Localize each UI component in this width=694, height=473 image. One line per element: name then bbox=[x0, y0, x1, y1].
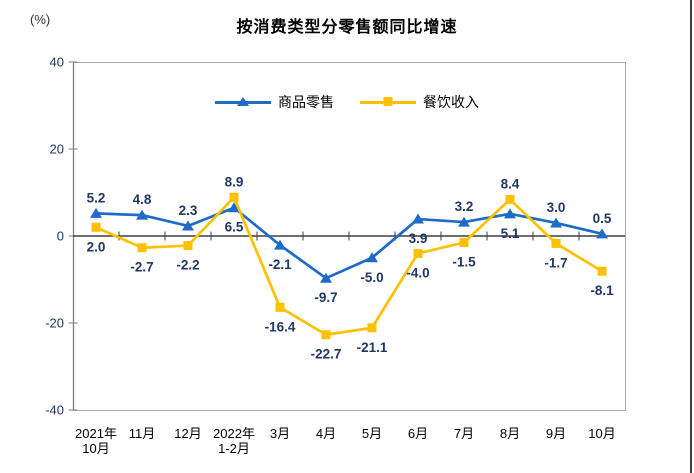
data-point-marker-square bbox=[597, 266, 607, 276]
data-label: -1.5 bbox=[452, 255, 476, 270]
data-point-marker-triangle bbox=[596, 228, 608, 239]
x-axis-label: 12月 bbox=[174, 426, 201, 441]
x-axis-label: 2022年 bbox=[213, 426, 255, 441]
legend-square-marker-icon bbox=[383, 97, 393, 106]
x-axis-label: 6月 bbox=[408, 426, 428, 441]
data-point-marker-square bbox=[321, 330, 331, 340]
x-axis-label: 7月 bbox=[454, 426, 474, 441]
data-label: 3.0 bbox=[547, 200, 566, 215]
x-axis-label: 9月 bbox=[546, 426, 566, 441]
data-label: -2.2 bbox=[176, 258, 199, 273]
data-label: -8.1 bbox=[590, 283, 614, 298]
y-axis-tick-label: 20 bbox=[50, 142, 64, 157]
data-point-marker-triangle bbox=[458, 216, 470, 227]
data-point-marker-square bbox=[459, 238, 469, 248]
data-label: -5.0 bbox=[360, 270, 383, 285]
series-line-1 bbox=[94, 195, 604, 337]
x-axis-label: 10月 bbox=[588, 426, 615, 441]
legend-item-0: 商品零售 bbox=[215, 92, 334, 112]
data-point-marker-square bbox=[413, 248, 423, 258]
y-axis-tick-label: 40 bbox=[50, 55, 64, 70]
x-axis-label: 4月 bbox=[316, 426, 336, 441]
chart-title: 按消费类型分零售额同比增速 bbox=[236, 19, 458, 36]
x-axis-label: 11月 bbox=[129, 426, 156, 441]
data-label: 8.4 bbox=[501, 176, 520, 191]
data-label: 0.5 bbox=[593, 211, 612, 226]
legend-triangle-marker-icon bbox=[237, 97, 249, 106]
y-axis-unit-label: (%) bbox=[30, 12, 51, 27]
data-point-marker-triangle bbox=[274, 239, 286, 250]
legend-line-swatch bbox=[215, 97, 271, 106]
series-line-0 bbox=[94, 206, 604, 280]
data-point-marker-square bbox=[229, 192, 239, 202]
data-point-marker-triangle bbox=[550, 217, 562, 228]
data-label: 5.2 bbox=[87, 190, 106, 205]
data-label: 3.9 bbox=[409, 231, 428, 246]
data-label: 4.8 bbox=[133, 192, 152, 207]
data-point-marker-triangle bbox=[412, 213, 424, 224]
legend-label: 餐饮收入 bbox=[423, 94, 479, 110]
x-axis-label: 2021年 bbox=[75, 426, 117, 441]
data-label: -4.0 bbox=[406, 265, 429, 280]
data-point-marker-square bbox=[367, 323, 377, 333]
data-label: -21.1 bbox=[357, 340, 388, 355]
data-label: 5.1 bbox=[501, 226, 520, 241]
y-axis-tick-label: -20 bbox=[45, 316, 64, 331]
data-label: 2.0 bbox=[87, 239, 106, 254]
data-point-marker-square bbox=[91, 222, 101, 232]
data-point-marker-triangle bbox=[228, 202, 240, 213]
data-point-marker-square bbox=[505, 194, 515, 204]
y-axis-tick-label: 0 bbox=[57, 229, 64, 244]
legend-line-swatch bbox=[360, 97, 416, 106]
screenshot-right-edge bbox=[690, 0, 692, 473]
data-label: -2.1 bbox=[268, 257, 292, 272]
data-label: -2.7 bbox=[130, 260, 153, 275]
data-point-marker-triangle bbox=[182, 220, 194, 231]
chart-legend: 商品零售 餐饮收入 bbox=[0, 92, 694, 112]
data-point-marker-square bbox=[275, 302, 285, 312]
data-point-marker-square bbox=[137, 243, 147, 253]
data-point-marker-triangle bbox=[136, 209, 148, 220]
x-axis-label: 3月 bbox=[270, 426, 290, 441]
data-point-marker-square bbox=[551, 238, 561, 248]
data-label: -16.4 bbox=[265, 319, 296, 334]
data-label: 6.5 bbox=[225, 220, 244, 235]
y-axis-tick-label: -40 bbox=[45, 403, 64, 418]
x-axis-label: 5月 bbox=[362, 426, 382, 441]
data-point-marker-triangle bbox=[366, 252, 378, 263]
data-label: 8.9 bbox=[225, 174, 244, 189]
legend-label: 商品零售 bbox=[278, 94, 334, 110]
data-label: -9.7 bbox=[314, 290, 337, 305]
x-axis-label: 8月 bbox=[500, 426, 520, 441]
data-label: -1.7 bbox=[544, 255, 567, 270]
data-label: 3.2 bbox=[455, 199, 474, 214]
data-point-marker-triangle bbox=[90, 207, 102, 218]
data-point-marker-square bbox=[183, 241, 193, 251]
x-axis-label: 10月 bbox=[82, 441, 109, 456]
data-label: 2.3 bbox=[179, 203, 198, 218]
data-point-marker-triangle bbox=[320, 272, 332, 283]
x-axis-label: 1-2月 bbox=[218, 441, 250, 456]
data-label: -22.7 bbox=[311, 347, 342, 362]
data-point-marker-triangle bbox=[504, 208, 516, 219]
legend-item-1: 餐饮收入 bbox=[360, 92, 479, 112]
